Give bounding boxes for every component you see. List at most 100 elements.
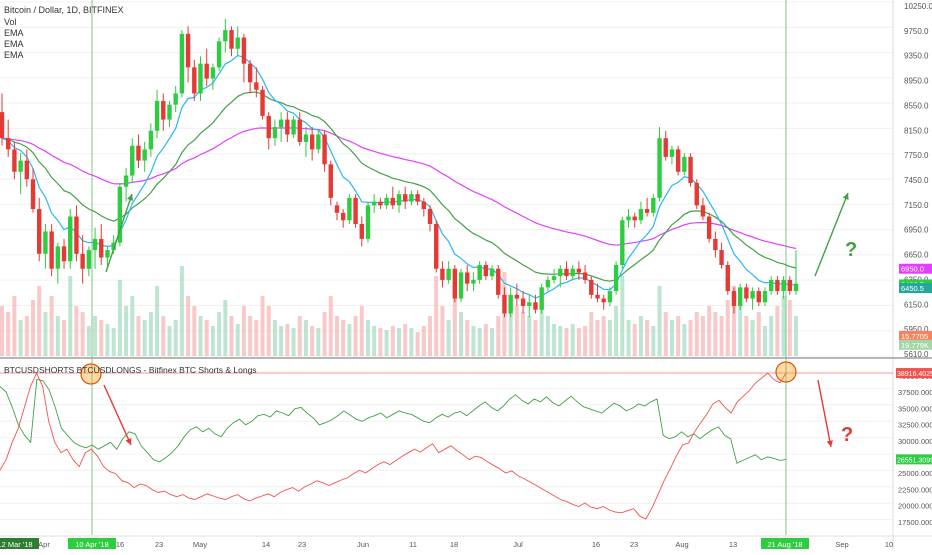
candle-body (316, 134, 321, 150)
candle-body (601, 298, 606, 303)
volume-bar (198, 316, 203, 356)
price-marker-label: 6950.0 (901, 265, 924, 274)
volume-bar (248, 316, 253, 356)
volume-bar (6, 312, 11, 356)
candle-body (781, 279, 786, 292)
indicator-tick-label: 32500.0000 (898, 421, 932, 430)
volume-bar (713, 312, 718, 356)
candle-body (216, 41, 222, 68)
volume-bar (632, 324, 637, 356)
candle-body (440, 268, 445, 280)
volume-bar (527, 316, 532, 356)
candle-body (644, 209, 650, 213)
volume-bar (471, 326, 476, 356)
volume-bar (62, 320, 67, 356)
volume-bar (738, 306, 743, 356)
volume-bar (564, 328, 569, 356)
question-mark-up: ? (845, 239, 857, 261)
candle-body (409, 194, 414, 202)
price-tick-label: 5610.0 (904, 350, 929, 359)
candle-body (260, 89, 265, 116)
candle-body (43, 231, 48, 254)
volume-bar (583, 326, 588, 356)
candle-body (378, 201, 383, 206)
candle-body (204, 63, 209, 79)
candle-body (198, 63, 203, 94)
time-tick-label: Jul (513, 540, 523, 549)
candle-body (371, 201, 377, 206)
down-arrow-april (103, 384, 132, 446)
time-tick-label: May (193, 540, 207, 549)
candle-body (545, 279, 551, 288)
candle-body (384, 197, 389, 206)
price-tick-label: 5950.0 (904, 325, 929, 334)
candle-body (682, 156, 687, 172)
volume-bar (105, 324, 110, 356)
volume-bar (31, 300, 36, 356)
volume-bar (545, 316, 550, 356)
candle-body (737, 287, 743, 307)
candle-body (750, 291, 755, 299)
price-tick-label: 9750.0 (904, 27, 929, 36)
volume-bar (223, 300, 228, 356)
candle-body (340, 212, 346, 221)
candle-body (55, 246, 61, 269)
candle-body (328, 164, 333, 198)
volume-bar (614, 306, 619, 356)
volume-bar (99, 320, 104, 356)
candle-body (458, 272, 464, 299)
candle-body (620, 220, 625, 265)
volume-bar (359, 306, 364, 356)
candle-body (105, 250, 110, 258)
candle-body (626, 216, 631, 221)
candle-body (589, 279, 594, 295)
candle-body (421, 201, 427, 210)
volume-bar (725, 300, 730, 356)
volume-bar (787, 300, 792, 356)
time-tick-label: 21 Aug '18 (767, 540, 802, 549)
time-tick-label: 14 (262, 540, 270, 549)
candle-body (527, 302, 532, 307)
volume-bar (142, 320, 147, 356)
highlight-circle-april (80, 363, 102, 385)
candle-body (123, 175, 129, 187)
volume-bar (775, 306, 780, 356)
candle-body (564, 268, 569, 277)
candle-body (688, 156, 693, 183)
candle-body (99, 238, 104, 258)
candle-body (613, 264, 619, 292)
volume-bar (601, 316, 606, 356)
candle-body (793, 283, 799, 292)
volume-bar (521, 312, 526, 356)
time-tick-label: 11 (409, 540, 417, 549)
time-tick-label: 16 (116, 540, 124, 549)
volume-bar (533, 320, 538, 356)
price-marker-label: 6450.5 (901, 284, 924, 293)
price-tick-label: 6150.0 (904, 300, 929, 309)
price-marker-tag (899, 330, 932, 341)
candle-body (744, 287, 749, 299)
volume-bar (80, 312, 85, 356)
volume-bar (620, 276, 625, 356)
legend-ema-3: EMA (4, 50, 24, 60)
volume-bar (291, 328, 296, 356)
candle-body (359, 223, 364, 239)
volume-bar (155, 286, 160, 356)
volume-bar (428, 316, 433, 356)
candle-body (669, 149, 675, 157)
volume-bar (297, 316, 302, 356)
volume-bar (24, 316, 29, 356)
volume-bar (148, 312, 153, 356)
candle-body (210, 67, 216, 79)
indicator-tick-label: 17500.0000 (898, 518, 932, 527)
candle-body (30, 179, 36, 210)
candle-body (136, 145, 141, 161)
price-tick-label: 6650.0 (904, 251, 929, 260)
candle-body (223, 30, 228, 42)
candle-body (285, 119, 290, 135)
volume-bar (18, 320, 23, 356)
volume-bar (49, 296, 54, 356)
candle-body (334, 205, 340, 213)
candle-body (111, 242, 116, 251)
candle-body (700, 205, 706, 217)
